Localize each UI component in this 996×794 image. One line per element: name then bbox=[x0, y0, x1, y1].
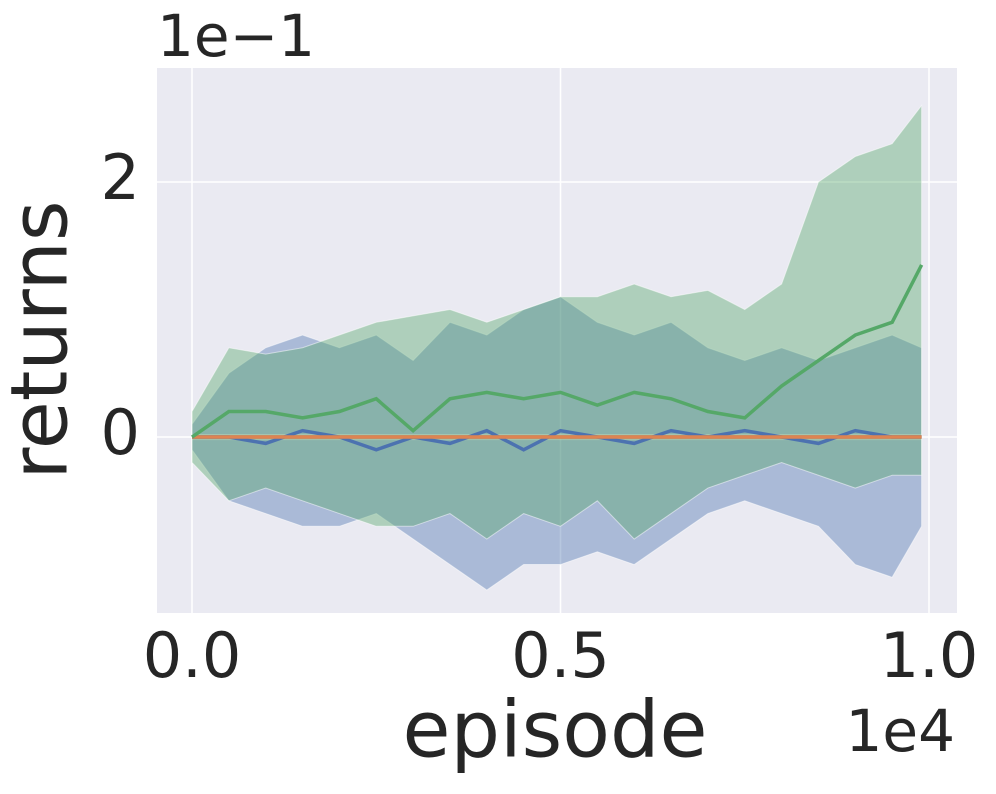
x-tick-label: 0.5 bbox=[511, 619, 610, 692]
x-tick-label: 1.0 bbox=[880, 619, 979, 692]
x-axis-label: episode bbox=[402, 685, 707, 775]
x-offset-label: 1e4 bbox=[846, 697, 956, 765]
y-tick-label: 2 bbox=[101, 141, 140, 214]
y-axis-label: returns bbox=[0, 200, 85, 479]
line bbox=[191, 264, 924, 439]
y-offset-label: 1e−1 bbox=[157, 2, 315, 70]
y-tick-label: 0 bbox=[101, 396, 140, 469]
line bbox=[192, 428, 922, 452]
x-tick-label: 0.0 bbox=[143, 619, 242, 692]
error-band bbox=[191, 296, 923, 591]
